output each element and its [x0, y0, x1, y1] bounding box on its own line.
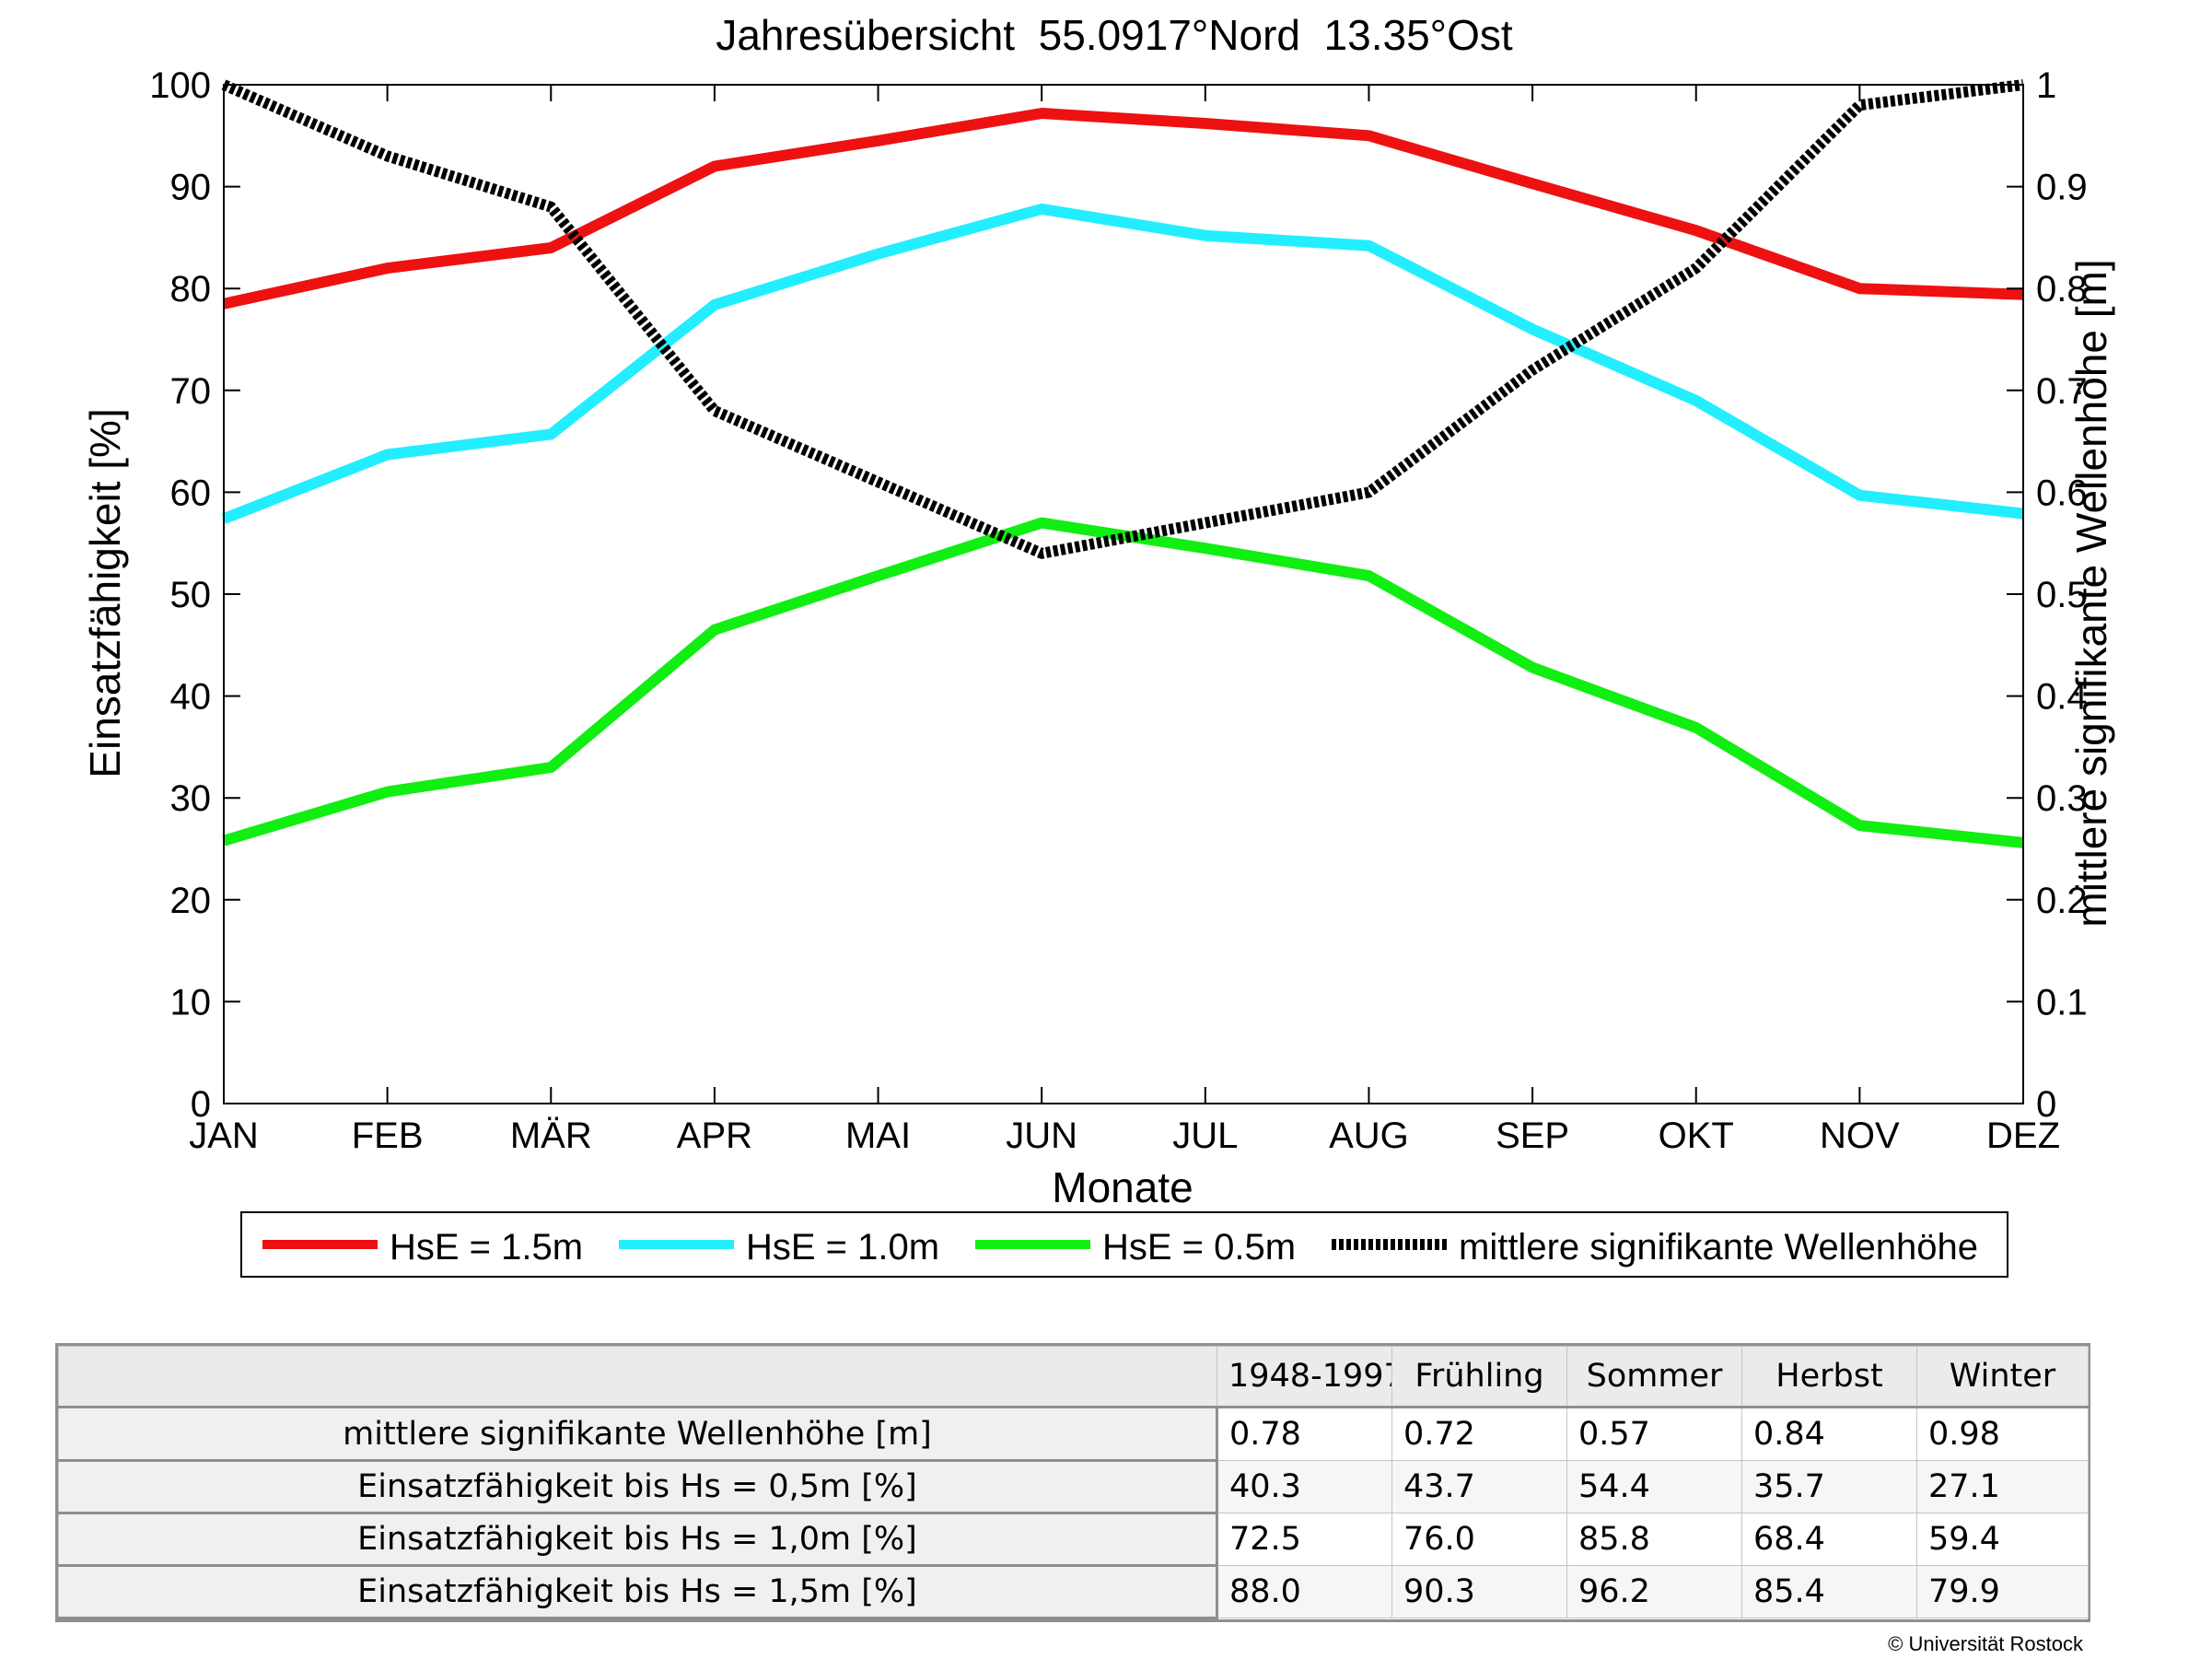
x-tick-label: MAI: [845, 1116, 911, 1156]
x-tick-label: FEB: [352, 1116, 424, 1156]
y-tick-label: 30: [170, 778, 212, 819]
x-axis-label: Monate: [1052, 1163, 1193, 1211]
row-header: Einsatzfähigkeit bis Hs = 1,5m [%]: [58, 1565, 1218, 1619]
table-cell[interactable]: 85.8: [1566, 1513, 1742, 1566]
row-header: mittlere signifikante Wellenhöhe [m]: [58, 1407, 1218, 1462]
y-tick-label: 50: [170, 575, 212, 615]
chart: Jahresübersicht 55.0917°Nord 13.35°Ost 0…: [81, 11, 2115, 1278]
y2-tick-label: 0.8: [2036, 269, 2088, 310]
table-cell[interactable]: 43.7: [1391, 1460, 1567, 1513]
row-header: Einsatzfähigkeit bis Hs = 1,0m [%]: [58, 1513, 1218, 1567]
x-tick-label: NOV: [1820, 1116, 1900, 1156]
x-tick-label: AUG: [1329, 1116, 1409, 1156]
table-row: Einsatzfähigkeit bis Hs = 0,5m [%] 40.3 …: [58, 1460, 2089, 1514]
table-cell[interactable]: 27.1: [1916, 1460, 2089, 1513]
plot-area: [224, 85, 2023, 1104]
y-tick-label: 60: [170, 473, 212, 513]
table-header-row: 1948-1997 Frühling Sommer Herbst Winter: [58, 1346, 2089, 1408]
table-row: mittlere signifikante Wellenhöhe [m] 0.7…: [58, 1407, 2089, 1462]
table-cell[interactable]: 59.4: [1916, 1513, 2089, 1566]
y-tick-label: 70: [170, 371, 212, 412]
x-tick-label: JAN: [189, 1116, 259, 1156]
table-cell[interactable]: 35.7: [1741, 1460, 1917, 1513]
y2-tick-label: 0.7: [2036, 371, 2088, 412]
table-cell[interactable]: 0.57: [1566, 1407, 1742, 1461]
table-cell[interactable]: 85.4: [1741, 1565, 1917, 1618]
y2-tick-label: 0.3: [2036, 778, 2088, 819]
table-cell[interactable]: 96.2: [1566, 1565, 1742, 1618]
legend-box: [240, 1211, 2008, 1278]
y2-tick-label: 0: [2036, 1084, 2056, 1125]
x-tick-label: DEZ: [1986, 1116, 2060, 1156]
table-cell[interactable]: 76.0: [1391, 1513, 1567, 1566]
x-tick-label: MÄR: [510, 1116, 592, 1156]
x-tick-label: SEP: [1496, 1116, 1569, 1156]
x-tick-label: APR: [677, 1116, 752, 1156]
table-cell[interactable]: 88.0: [1217, 1565, 1392, 1618]
legend: HsE = 1.5m HsE = 1.0m HsE = 0.5m mittler…: [240, 1211, 2008, 1278]
y2-tick-label: 0.1: [2036, 982, 2088, 1022]
copyright-notice: © Universität Rostock: [1888, 1632, 2083, 1655]
table-cell[interactable]: 79.9: [1916, 1565, 2089, 1618]
legend-label-hse-1-5: HsE = 1.5m: [390, 1227, 583, 1268]
row-header: Einsatzfähigkeit bis Hs = 0,5m [%]: [58, 1460, 1218, 1514]
y-tick-label: 80: [170, 269, 212, 310]
table-cell[interactable]: 0.98: [1916, 1407, 2089, 1461]
y2-tick-label: 0.9: [2036, 168, 2088, 208]
table-row: Einsatzfähigkeit bis Hs = 1,0m [%] 72.5 …: [58, 1513, 2089, 1567]
column-header[interactable]: Winter: [1916, 1346, 2089, 1408]
column-header[interactable]: Sommer: [1566, 1346, 1742, 1408]
x-tick-label: JUN: [1006, 1116, 1077, 1156]
x-tick-label: OKT: [1659, 1116, 1734, 1156]
y2-tick-label: 0.2: [2036, 881, 2088, 921]
stats-table: 1948-1997 Frühling Sommer Herbst Winter …: [55, 1343, 2090, 1622]
table-cell[interactable]: 40.3: [1217, 1460, 1392, 1513]
y2-tick-label: 0.5: [2036, 575, 2088, 615]
chart-title: Jahresübersicht 55.0917°Nord 13.35°Ost: [716, 11, 1513, 59]
table-cell[interactable]: 54.4: [1566, 1460, 1742, 1513]
y2-tick-label: 1: [2036, 65, 2056, 106]
series-line-2: [222, 517, 2024, 848]
series-line-0: [222, 108, 2024, 310]
table-cell[interactable]: 68.4: [1741, 1513, 1917, 1566]
y-tick-label: 0: [191, 1084, 211, 1125]
y2-tick-label: 0.6: [2036, 473, 2088, 513]
series-line-1: [221, 203, 2024, 524]
stats-grid: 1948-1997 Frühling Sommer Herbst Winter …: [58, 1346, 2089, 1619]
y-tick-label: 100: [149, 65, 211, 106]
table-cell[interactable]: 72.5: [1217, 1513, 1392, 1566]
table-cell[interactable]: 0.84: [1741, 1407, 1917, 1461]
legend-label-hse-1-0: HsE = 1.0m: [746, 1227, 939, 1268]
legend-label-hse-0-5: HsE = 0.5m: [1102, 1227, 1296, 1268]
x-tick-label: JUL: [1172, 1116, 1238, 1156]
y-tick-label: 90: [170, 168, 212, 208]
series-line-3: [221, 79, 2024, 559]
column-header[interactable]: Herbst: [1741, 1346, 1917, 1408]
table-row: Einsatzfähigkeit bis Hs = 1,5m [%] 88.0 …: [58, 1565, 2089, 1619]
legend-label-wave-height: mittlere signifikante Wellenhöhe: [1459, 1227, 1978, 1268]
table-cell[interactable]: 0.78: [1217, 1407, 1392, 1461]
y2-axis-label: mittlere signifikante Wellenhöhe [m]: [2067, 259, 2115, 927]
y-tick-label: 10: [170, 982, 212, 1022]
table-cell[interactable]: 90.3: [1391, 1565, 1567, 1618]
y2-tick-label: 0.4: [2036, 677, 2088, 718]
y-tick-label: 40: [170, 677, 212, 718]
y-axis-label: Einsatzfähigkeit [%]: [81, 408, 129, 777]
y-tick-label: 20: [170, 881, 212, 921]
column-header[interactable]: Frühling: [1391, 1346, 1567, 1408]
table-cell[interactable]: 0.72: [1391, 1407, 1567, 1461]
column-header[interactable]: 1948-1997: [1217, 1346, 1392, 1408]
table-corner-cell: [58, 1346, 1217, 1408]
